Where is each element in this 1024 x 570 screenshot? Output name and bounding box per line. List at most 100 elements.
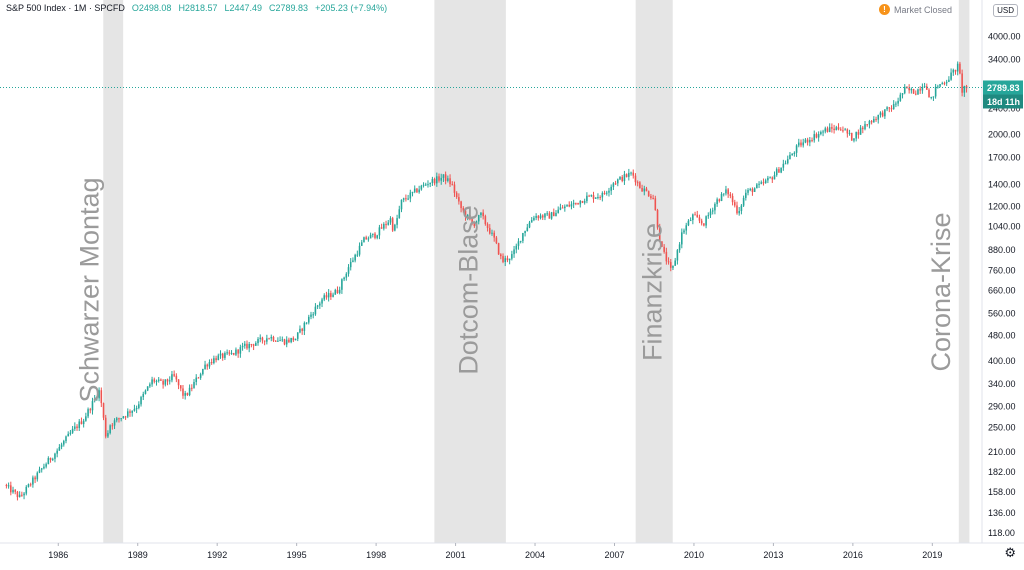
candle-body bbox=[380, 227, 383, 229]
candle-body bbox=[519, 240, 522, 242]
y-tick-label: 480.00 bbox=[988, 330, 1016, 340]
candle-body bbox=[266, 338, 268, 342]
candle-body bbox=[402, 198, 405, 200]
candle-body bbox=[371, 233, 374, 235]
candle-body bbox=[861, 127, 864, 130]
symbol-title[interactable]: S&P 500 Index · 1M · SPCFD bbox=[6, 3, 125, 13]
candle-body bbox=[687, 220, 690, 226]
candle-body bbox=[438, 176, 440, 181]
candle-body bbox=[844, 129, 846, 131]
candle-body bbox=[736, 205, 738, 214]
candle-body bbox=[594, 197, 597, 199]
candle-body bbox=[455, 192, 458, 198]
close-value: C2789.83 bbox=[269, 3, 309, 13]
candle-body bbox=[255, 343, 257, 346]
candle-body bbox=[272, 336, 275, 341]
candle-body bbox=[522, 233, 524, 241]
candle-body bbox=[332, 294, 334, 297]
x-tick-label: 2004 bbox=[525, 550, 545, 560]
candle-body bbox=[120, 418, 122, 420]
candle-body bbox=[436, 176, 438, 184]
candle-body bbox=[195, 377, 198, 382]
gear-icon[interactable]: ⚙ bbox=[1004, 545, 1016, 560]
candle-body bbox=[177, 379, 180, 386]
alert-icon: ! bbox=[878, 4, 890, 15]
candle-body bbox=[281, 339, 284, 341]
candle-body bbox=[740, 205, 743, 211]
candle-body bbox=[575, 202, 577, 204]
candle-body bbox=[248, 344, 250, 349]
candle-body bbox=[850, 132, 853, 141]
candle-body bbox=[252, 344, 255, 346]
candle-body bbox=[689, 220, 692, 222]
candle-body bbox=[193, 381, 195, 388]
candle-body bbox=[903, 86, 906, 94]
candle-body bbox=[733, 202, 736, 206]
candle-body bbox=[636, 182, 639, 184]
candle-body bbox=[914, 93, 917, 95]
candle-body bbox=[930, 96, 933, 98]
candle-body bbox=[789, 154, 791, 160]
candle-body bbox=[314, 306, 317, 315]
candle-body bbox=[762, 182, 765, 184]
candle-body bbox=[963, 86, 966, 93]
candle-body bbox=[149, 384, 151, 387]
candle-body bbox=[809, 140, 811, 143]
y-tick-label: 2400.00 bbox=[988, 104, 1021, 114]
candle-body bbox=[228, 352, 231, 354]
candle-body bbox=[628, 172, 630, 177]
candle-body bbox=[921, 87, 924, 91]
candle-body bbox=[431, 178, 434, 183]
candle-body bbox=[56, 450, 58, 454]
candle-body bbox=[890, 108, 893, 110]
candle-body bbox=[729, 194, 732, 197]
candle-body bbox=[698, 217, 701, 221]
currency-badge[interactable]: USD bbox=[993, 4, 1018, 17]
y-tick-label: 290.00 bbox=[988, 401, 1016, 411]
candle-body bbox=[837, 127, 840, 130]
candle-body bbox=[424, 184, 427, 186]
candle-body bbox=[34, 477, 36, 480]
candle-body bbox=[243, 343, 246, 346]
candle-body bbox=[458, 197, 460, 202]
candle-body bbox=[625, 174, 628, 177]
candle-body bbox=[153, 379, 156, 382]
candle-body bbox=[356, 254, 359, 256]
candle-body bbox=[239, 347, 242, 354]
candle-body bbox=[133, 408, 136, 411]
candle-body bbox=[716, 199, 718, 205]
candle-body bbox=[221, 353, 224, 358]
candle-body bbox=[407, 198, 409, 200]
candle-body bbox=[124, 416, 127, 418]
candle-body bbox=[131, 410, 134, 413]
candle-body bbox=[548, 213, 551, 219]
candle-body bbox=[213, 358, 215, 364]
candle-body bbox=[440, 177, 443, 181]
candle-body bbox=[835, 127, 838, 131]
candle-body bbox=[793, 152, 796, 155]
candle-body bbox=[881, 112, 884, 117]
candle-body bbox=[146, 386, 149, 391]
candle-body bbox=[634, 175, 637, 183]
y-tick-label: 340.00 bbox=[988, 379, 1016, 389]
region-annotation: Corona-Krise bbox=[926, 212, 956, 371]
market-status[interactable]: ! Market Closed bbox=[878, 4, 952, 15]
candle-body bbox=[945, 81, 948, 84]
candle-body bbox=[795, 145, 798, 153]
candle-body bbox=[433, 178, 436, 184]
candle-body bbox=[179, 385, 182, 389]
candle-body bbox=[173, 374, 175, 376]
candle-body bbox=[140, 397, 142, 405]
candle-body bbox=[96, 398, 98, 400]
candle-body bbox=[630, 172, 632, 174]
x-tick-label: 2001 bbox=[446, 550, 466, 560]
candle-body bbox=[943, 83, 946, 85]
y-tick-label: 4000.00 bbox=[988, 32, 1021, 42]
candle-body bbox=[747, 189, 749, 193]
candle-body bbox=[614, 183, 617, 185]
x-tick-label: 1992 bbox=[207, 550, 227, 560]
candle-body bbox=[226, 352, 228, 354]
candle-body bbox=[616, 179, 619, 184]
